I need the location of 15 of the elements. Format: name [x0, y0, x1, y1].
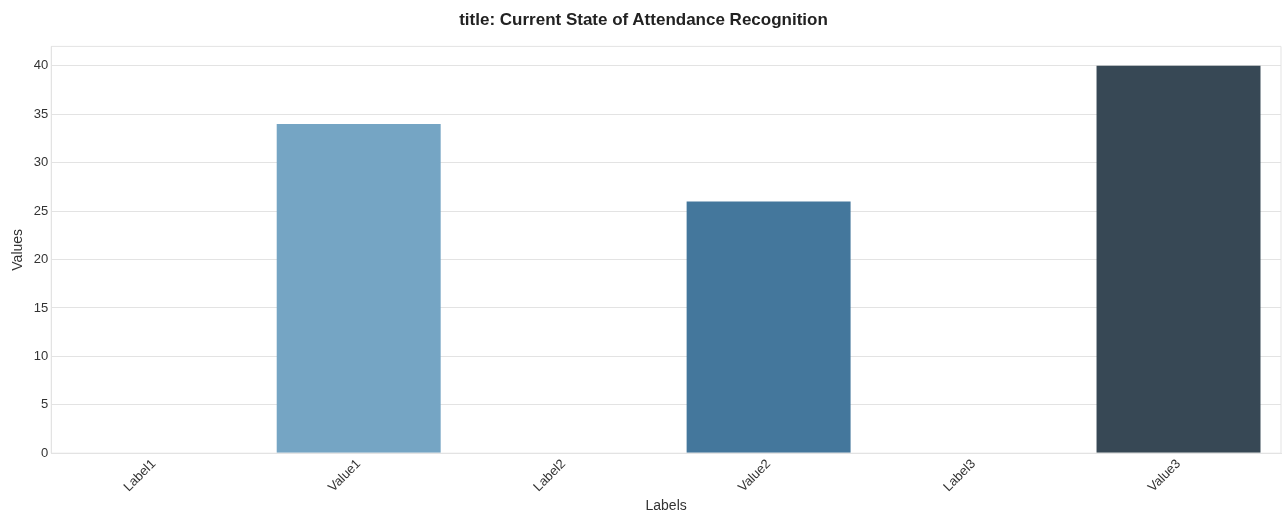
y-tick-label: 35: [33, 105, 49, 121]
y-tick-label: 0: [41, 444, 49, 460]
bar: [1096, 65, 1261, 453]
y-tick-label: 15: [33, 299, 49, 315]
y-tick-label: 20: [33, 251, 49, 267]
y-tick-label: 25: [33, 202, 49, 218]
bar: [686, 201, 851, 453]
y-tick-label: 30: [33, 154, 49, 170]
x-axis-title: Labels: [645, 497, 687, 514]
y-tick-label: 40: [33, 57, 49, 73]
y-tick-label: 5: [41, 396, 49, 412]
y-axis-title: Values: [9, 228, 26, 271]
bar: [276, 123, 441, 453]
chart-title: title: Current State of Attendance Recognition: [459, 9, 828, 29]
y-tick-label: 10: [33, 347, 49, 363]
